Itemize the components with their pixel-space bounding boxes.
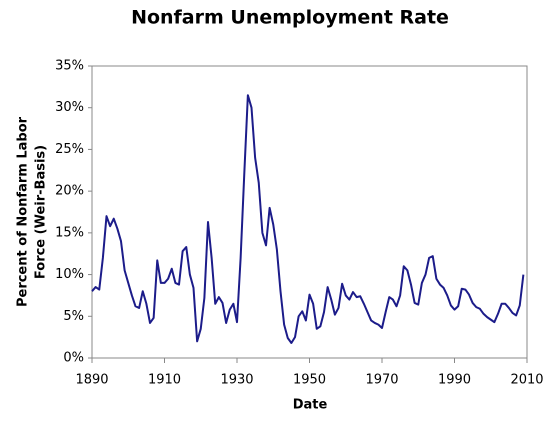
y-tick-label: 35% xyxy=(55,59,84,74)
x-tick-label: 1970 xyxy=(365,373,398,388)
y-tick-label: 20% xyxy=(55,184,84,199)
y-tick-label: 25% xyxy=(55,142,84,157)
y-tick-label: 0% xyxy=(63,351,84,366)
x-tick-label: 1950 xyxy=(293,373,326,388)
x-tick-label: 1890 xyxy=(75,373,108,388)
x-tick-label: 1990 xyxy=(438,373,471,388)
y-axis-label: Percent of Nonfarm Labor Force (Weir-Bas… xyxy=(16,116,49,307)
y-tick-label: 15% xyxy=(55,225,84,240)
x-tick-label: 2010 xyxy=(510,373,543,388)
y-tick-label: 30% xyxy=(55,100,84,115)
x-tick-label: 1910 xyxy=(148,373,181,388)
data-line xyxy=(91,94,525,344)
x-axis-label: Date xyxy=(293,398,328,413)
chart-title: Nonfarm Unemployment Rate xyxy=(131,7,449,29)
y-tick-label: 5% xyxy=(63,309,84,324)
x-tick-label: 1930 xyxy=(220,373,253,388)
y-tick-label: 10% xyxy=(55,267,84,282)
y-axis-label-line: Force (Weir-Basis) xyxy=(34,145,49,279)
plot-frame xyxy=(91,65,528,359)
y-axis-label-line: Percent of Nonfarm Labor xyxy=(16,116,31,307)
